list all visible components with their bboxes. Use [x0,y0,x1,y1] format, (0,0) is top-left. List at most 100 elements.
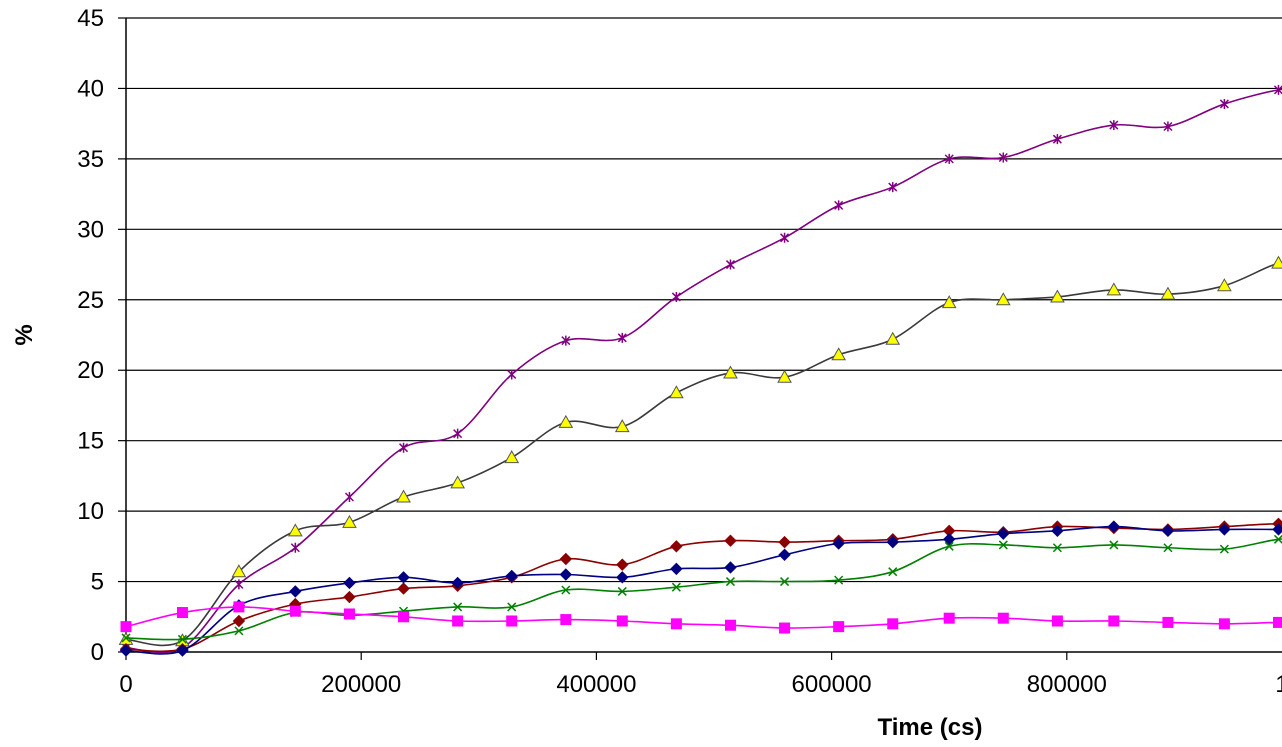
axes [118,17,1282,660]
data-point [1052,134,1062,145]
y-axis-label: % [11,324,38,345]
data-point [780,232,790,243]
data-point [887,618,899,630]
data-point [1217,278,1232,292]
data-point [120,621,132,633]
y-tick-label: 15 [77,428,104,455]
y-tick-label: 35 [77,146,104,173]
x-tick-label: 400000 [556,671,636,698]
data-point [616,571,629,584]
data-point [232,614,246,628]
data-point [997,612,1009,624]
data-point [1163,121,1173,132]
data-point [1160,286,1176,300]
data-point [290,542,300,553]
data-point [558,414,574,428]
data-point [997,527,1010,540]
data-point [778,535,791,549]
data-point [399,442,409,453]
data-point [343,576,356,590]
data-point [1108,615,1120,627]
data-point [177,634,187,644]
data-point [724,534,737,547]
data-point [670,540,683,553]
data-point [119,644,133,657]
series-5 [121,534,1282,644]
data-point [450,475,465,489]
data-point [397,582,410,595]
data-point [780,577,790,587]
data-point [1218,523,1231,536]
data-point [834,575,844,585]
data-point [561,585,571,595]
data-point [451,576,464,590]
series-line [125,261,1282,647]
data-point [998,540,1008,550]
data-point [1219,98,1229,109]
data-point [561,335,571,346]
data-point [559,552,573,566]
data-point [669,385,684,399]
data-point [888,182,898,193]
data-point [343,608,355,620]
series-line [125,522,1282,653]
data-point [1271,255,1282,269]
y-tick-label: 0 [91,639,104,666]
data-point [998,152,1008,163]
data-point [398,611,410,623]
data-point [617,332,627,343]
data-point [176,607,188,619]
data-point [943,612,955,624]
y-tick-label: 40 [77,75,104,102]
data-point [725,259,735,270]
y-tick-label: 10 [77,498,104,525]
data-point [453,602,463,612]
data-point [453,428,463,439]
x-tick-label: 1000 [1275,671,1282,698]
x-tick-label: 0 [119,671,132,698]
x-tick-label: 800000 [1027,671,1107,698]
data-point [1272,616,1282,628]
data-point [343,590,356,604]
data-point [832,537,845,550]
data-point [396,489,411,503]
x-tick-labels: 0 200000 400000 600000 800000 1000 [119,671,1282,698]
data-point [1163,543,1173,553]
data-point [1273,534,1282,544]
data-point [234,626,244,636]
data-point [1161,524,1175,538]
x-tick-label: 600000 [792,671,872,698]
y-tick-label: 25 [77,287,104,314]
data-point [505,569,518,583]
data-point [942,533,956,546]
data-point [121,633,131,643]
data-point [1052,543,1062,553]
data-point [831,347,847,361]
data-point [723,365,738,379]
data-point [342,514,357,528]
data-point [885,331,901,345]
data-point [944,541,954,551]
data-point [289,585,302,598]
data-point [1106,282,1122,296]
data-point [1273,84,1282,95]
data-point [779,622,791,634]
data-point [888,567,898,577]
y-tick-label: 20 [77,357,104,384]
series-4 [119,520,1282,657]
data-point [559,568,573,581]
data-point [507,602,517,612]
data-point [670,562,683,576]
data-point [397,571,410,584]
data-point [507,369,517,380]
data-point [941,295,957,309]
data-point [995,292,1011,306]
series-group [118,84,1282,657]
data-point [614,419,630,433]
data-point [234,579,244,590]
y-tick-label: 5 [91,569,104,596]
data-point [1109,120,1119,131]
data-point [724,619,736,631]
